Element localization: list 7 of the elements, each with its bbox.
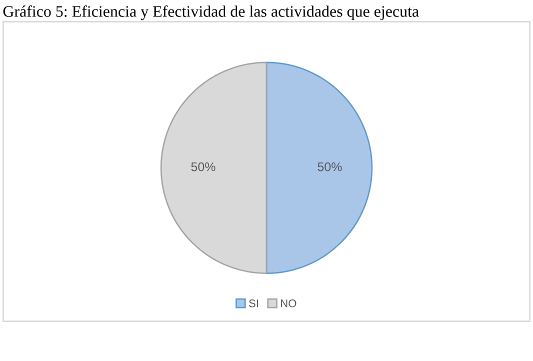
chart-title: Gráfico 5: Eficiencia y Efectividad de las actividades que ejecuta	[3, 5, 419, 20]
legend-label: NO	[280, 299, 296, 308]
data-label: 50%	[191, 162, 216, 172]
pie-slice	[160, 62, 268, 274]
data-label: 50%	[318, 162, 342, 172]
pie-slice	[266, 62, 373, 274]
legend-label: SI	[248, 299, 258, 308]
